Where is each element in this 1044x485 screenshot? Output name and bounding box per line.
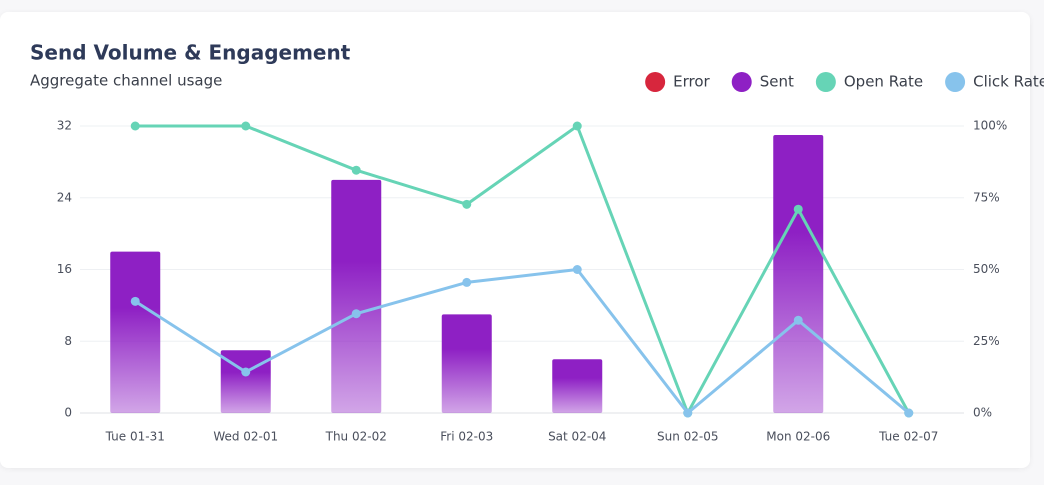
bar xyxy=(773,134,824,413)
x-tick-label: Tue 01-31 xyxy=(105,430,165,444)
point xyxy=(572,121,582,131)
x-tick-label: Wed 02-01 xyxy=(213,430,278,444)
chart-title: Send Volume & Engagement xyxy=(30,41,351,65)
legend-label: Open Rate xyxy=(844,73,923,91)
point xyxy=(683,408,693,418)
point xyxy=(462,199,472,209)
y-tick-label: 16 xyxy=(57,262,72,276)
y2-tick-label: 0% xyxy=(973,406,992,420)
line xyxy=(135,124,911,415)
y-tick-label: 0 xyxy=(64,406,72,420)
point xyxy=(130,296,140,306)
point xyxy=(462,277,472,287)
point xyxy=(241,121,251,131)
y-tick-label: 24 xyxy=(57,190,72,204)
x-tick-label: Fri 02-03 xyxy=(440,430,493,444)
point xyxy=(130,121,140,131)
x-tick-label: Sun 02-05 xyxy=(657,430,719,444)
x-tick-label: Mon 02-06 xyxy=(766,430,830,444)
bar xyxy=(441,314,492,413)
bar xyxy=(110,251,161,413)
x-tick-label: Thu 02-02 xyxy=(325,430,387,444)
point xyxy=(793,315,803,325)
point xyxy=(351,309,361,319)
y2-tick-label: 75% xyxy=(973,190,1000,204)
x-tick-label: Tue 02-07 xyxy=(878,430,938,444)
legend-label: Click Rate xyxy=(973,73,1044,91)
legend-marker xyxy=(645,72,666,92)
bar xyxy=(331,179,382,413)
point xyxy=(572,265,582,274)
legend-label: Error xyxy=(673,73,710,91)
point xyxy=(241,367,251,377)
bar xyxy=(552,359,603,413)
legend-label: Sent xyxy=(760,73,794,91)
point xyxy=(351,165,361,175)
line xyxy=(134,268,910,415)
x-tick-label: Sat 02-04 xyxy=(548,430,606,444)
point xyxy=(793,204,803,214)
chart-subtitle: Aggregate channel usage xyxy=(30,72,222,90)
legend-marker xyxy=(815,72,836,92)
y-tick-label: 8 xyxy=(64,334,72,348)
y-tick-label: 32 xyxy=(57,119,72,133)
y2-tick-label: 100% xyxy=(973,119,1007,133)
point xyxy=(904,408,914,418)
legend-marker xyxy=(731,72,752,92)
card xyxy=(0,12,1030,468)
y2-tick-label: 50% xyxy=(973,262,1000,276)
legend-marker xyxy=(945,72,966,92)
y2-tick-label: 25% xyxy=(973,334,1000,348)
